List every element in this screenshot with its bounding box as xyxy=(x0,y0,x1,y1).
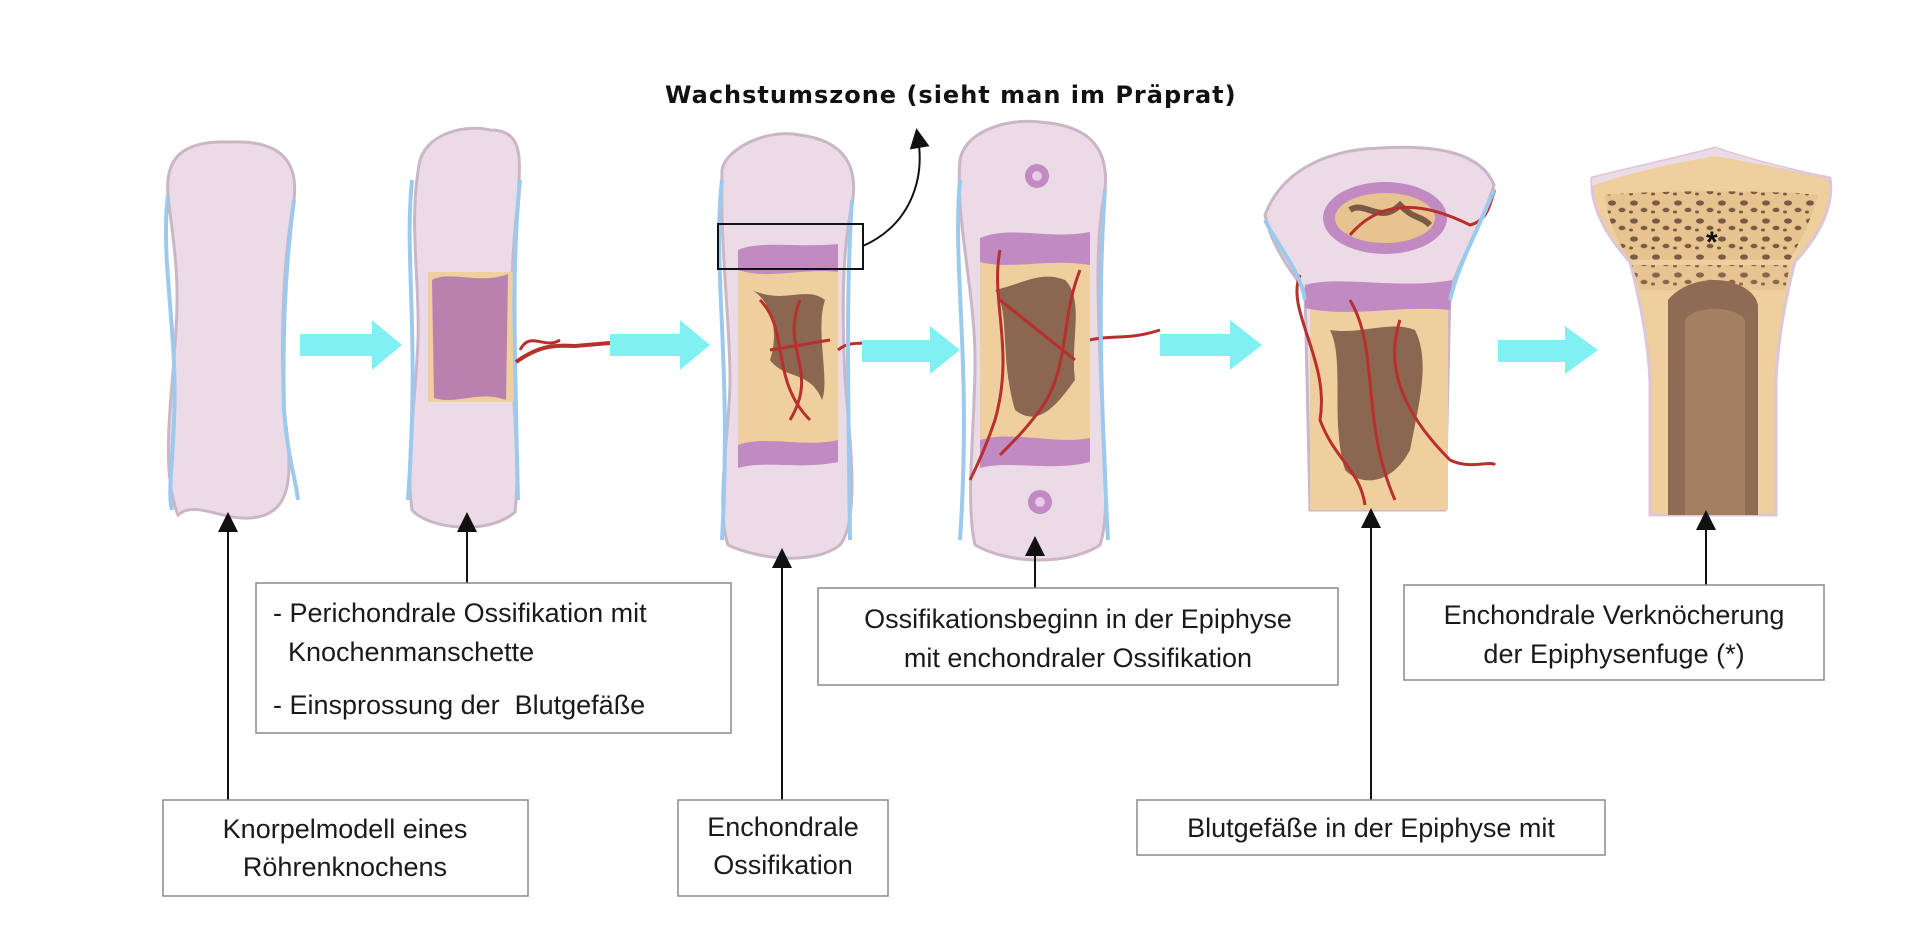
svg-text:Blutgefäße in der Epiphyse mit: Blutgefäße in der Epiphyse mit xyxy=(1187,813,1555,843)
svg-text:Ossifikation: Ossifikation xyxy=(713,850,853,880)
svg-text:Ossifikationsbeginn in der Epi: Ossifikationsbeginn in der Epiphyse xyxy=(864,604,1292,634)
svg-text:- Einsprossung der Blutgefäße: - Einsprossung der Blutgefäße xyxy=(273,690,645,720)
svg-text:mit enchondraler Ossifikation: mit enchondraler Ossifikation xyxy=(904,643,1252,673)
flow-arrow-3 xyxy=(862,326,960,374)
label-box-stage-6: Enchondrale Verknöcherung der Epiphysenf… xyxy=(1403,584,1825,681)
svg-text:der Epiphysenfuge (*): der Epiphysenfuge (*) xyxy=(1483,639,1744,669)
svg-text:Röhrenknochens: Röhrenknochens xyxy=(243,852,447,882)
growth-zone-annotation: Wachstumszone (sieht man im Präprat) xyxy=(665,81,1237,109)
bone-stage-5-epiphysis-vessels xyxy=(1263,145,1497,512)
label-box-stage-1: Knorpelmodell eines Röhrenknochens xyxy=(162,799,529,897)
label-box-stage-3: Enchondrale Ossifikation xyxy=(677,799,889,897)
epiphyseal-plate-marker: * xyxy=(1706,226,1718,259)
svg-text:Knochenmanschette: Knochenmanschette xyxy=(273,637,534,667)
growth-zone-box xyxy=(717,223,864,270)
flow-arrow-4 xyxy=(1160,320,1262,370)
bone-stage-1-cartilage-model xyxy=(163,140,300,520)
svg-text:Enchondrale Verknöcherung: Enchondrale Verknöcherung xyxy=(1444,600,1785,630)
bone-stage-3-enchondral xyxy=(717,132,876,560)
flow-arrow-5 xyxy=(1498,326,1598,374)
svg-text:Enchondrale: Enchondrale xyxy=(707,812,859,842)
svg-text:- Perichondrale Ossifikation m: - Perichondrale Ossifikation mit xyxy=(273,598,647,628)
flow-arrow-2 xyxy=(610,320,710,370)
svg-text:Knorpelmodell eines: Knorpelmodell eines xyxy=(223,814,468,844)
label-box-stage-4: Ossifikationsbeginn in der Epiphyse mit … xyxy=(817,587,1339,686)
label-box-stage-5: Blutgefäße in der Epiphyse mit xyxy=(1136,799,1606,856)
label-box-stage-2: - Perichondrale Ossifikation mit Knochen… xyxy=(255,582,732,734)
growth-zone-arrow xyxy=(862,128,930,247)
flow-arrow-1 xyxy=(300,320,402,370)
bone-stage-4-epiphysis-ossification xyxy=(956,119,1161,562)
bone-stage-6-adult-bone: * xyxy=(1590,146,1833,517)
bone-stage-2-perichondral xyxy=(406,126,611,529)
